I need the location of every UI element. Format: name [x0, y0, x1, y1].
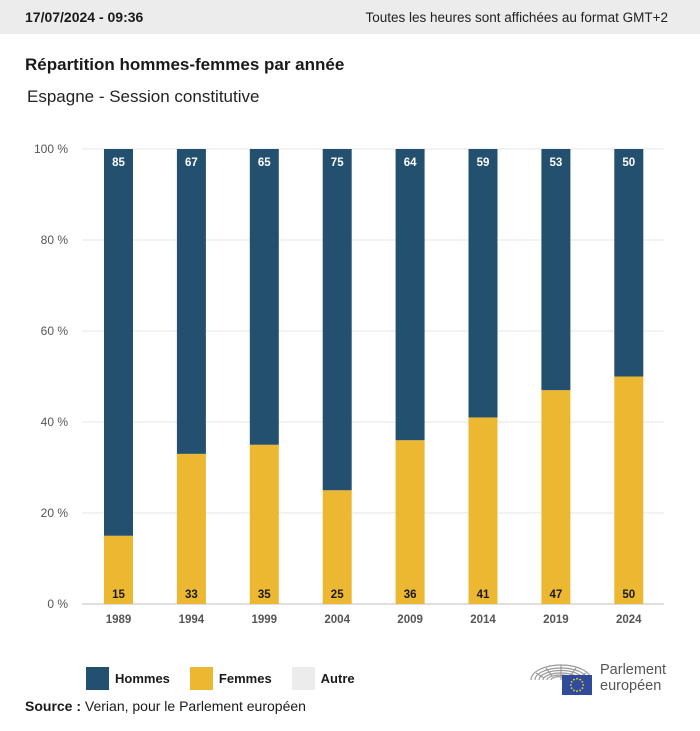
data-label-femmes-1994: 33 — [185, 589, 198, 601]
data-label-hommes-2014: 59 — [477, 157, 490, 169]
bar-femmes-2004 — [322, 490, 352, 604]
chart-subtitle: Espagne - Session constitutive — [27, 87, 260, 106]
x-tick-label-2009: 2009 — [397, 614, 423, 626]
bar-femmes-2019 — [541, 390, 571, 604]
legend-item-hommes: Hommes — [86, 667, 170, 690]
bar-hommes-1999 — [249, 149, 279, 445]
y-tick-label-40: 40 % — [41, 415, 69, 429]
data-label-femmes-2014: 41 — [477, 589, 490, 601]
source-label: Source : — [25, 698, 82, 714]
legend-label-femmes: Femmes — [218, 671, 272, 686]
data-label-femmes-1999: 35 — [258, 589, 271, 601]
data-label-femmes-2019: 47 — [550, 589, 563, 601]
x-tick-label-1989: 1989 — [106, 614, 132, 626]
bar-femmes-1999 — [249, 444, 279, 604]
x-tick-label-2014: 2014 — [470, 614, 496, 626]
y-tick-label-60: 60 % — [41, 324, 69, 338]
legend-item-autre: Autre — [291, 667, 355, 690]
legend-item-femmes: Femmes — [189, 667, 272, 690]
bar-femmes-2014 — [468, 417, 498, 604]
data-label-hommes-2019: 53 — [550, 157, 563, 169]
bar-hommes-2024 — [614, 149, 644, 377]
legend-swatch-hommes — [86, 667, 109, 690]
data-label-femmes-2004: 25 — [331, 589, 344, 601]
x-tick-label-1999: 1999 — [252, 614, 278, 626]
bar-femmes-2024 — [614, 376, 644, 604]
data-label-hommes-1999: 65 — [258, 157, 271, 169]
chart-title: Répartition hommes-femmes par année — [25, 55, 345, 74]
x-tick-label-2024: 2024 — [616, 614, 642, 626]
y-tick-label-80: 80 % — [41, 233, 69, 247]
x-tick-label-1994: 1994 — [179, 614, 205, 626]
legend-swatch-autre — [291, 667, 315, 690]
bar-femmes-1994 — [176, 453, 206, 604]
bar-hommes-2019 — [541, 149, 571, 391]
y-tick-label-100: 100 % — [34, 142, 68, 156]
x-tick-label-2019: 2019 — [543, 614, 569, 626]
bar-hommes-1994 — [176, 149, 206, 454]
stacked-bar-chart: 0 % 20 % 40 % 60 % 80 % 100 % 85 15 1989 67 33 1994… — [34, 142, 664, 626]
data-label-hommes-1989: 85 — [112, 157, 125, 169]
source-note: Source : Verian, pour le Parlement europ… — [25, 698, 306, 714]
legend-label-hommes: Hommes — [115, 671, 170, 686]
bar-hommes-2009 — [395, 149, 425, 441]
legend-label-autre: Autre — [320, 671, 355, 686]
source-text: Verian, pour le Parlement européen — [84, 698, 306, 714]
bar-hommes-2004 — [322, 149, 352, 491]
logo-line-2: européen — [600, 678, 662, 694]
logo-text: Parlement européen — [600, 662, 666, 694]
bar-hommes-1989 — [104, 149, 133, 536]
data-label-hommes-1994: 67 — [185, 157, 198, 169]
chart-legend: Hommes Femmes Autre — [86, 667, 375, 690]
parliament-logo: Parlement européen — [528, 658, 666, 698]
data-label-hommes-2004: 75 — [331, 157, 344, 169]
timestamp: 17/07/2024 - 09:36 — [25, 9, 144, 25]
logo-line-1: Parlement — [600, 662, 667, 678]
bar-femmes-1989 — [104, 535, 133, 604]
y-tick-label-20: 20 % — [41, 506, 69, 520]
y-tick-label-0: 0 % — [47, 597, 68, 611]
data-label-hommes-2009: 64 — [404, 157, 417, 169]
parliament-hemicycle-icon — [530, 664, 592, 695]
bar-hommes-2014 — [468, 149, 498, 418]
eu-flag-icon — [562, 675, 592, 695]
data-label-femmes-2024: 50 — [622, 589, 635, 601]
bar-femmes-2009 — [395, 440, 425, 604]
data-label-femmes-2009: 36 — [404, 589, 417, 601]
data-label-femmes-1989: 15 — [112, 589, 125, 601]
legend-swatch-femmes — [189, 667, 213, 690]
top-bar: 17/07/2024 - 09:36 Toutes les heures son… — [0, 0, 700, 34]
timezone-note: Toutes les heures sont affichées au form… — [365, 9, 668, 25]
data-label-hommes-2024: 50 — [622, 157, 635, 169]
x-tick-label-2004: 2004 — [324, 614, 350, 626]
